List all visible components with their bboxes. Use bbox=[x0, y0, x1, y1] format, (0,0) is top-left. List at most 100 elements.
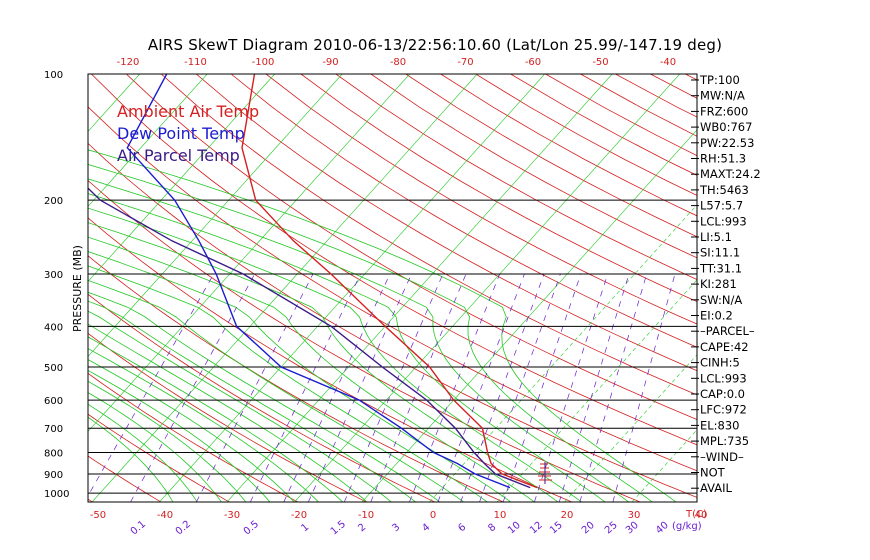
mixing-ratio-line bbox=[612, 273, 676, 502]
top-temp-tick: -40 bbox=[660, 57, 676, 68]
mixing-ratio-line bbox=[502, 273, 582, 502]
mixing-ratio-line bbox=[88, 273, 215, 497]
pressure-tick-label: 200 bbox=[44, 196, 63, 207]
mixing-ratio-tick: 30 bbox=[624, 520, 641, 537]
isotherm-line bbox=[88, 74, 343, 357]
dry-adiabat-line bbox=[510, 74, 697, 176]
isotherm-line bbox=[88, 74, 275, 282]
index-value: NOT bbox=[700, 466, 726, 480]
dry-adiabat-line bbox=[790, 74, 870, 504]
moist-adiabat-line bbox=[88, 149, 677, 502]
mixing-ratio-tick: 0.1 bbox=[129, 519, 148, 538]
mixing-ratio-line bbox=[479, 273, 561, 502]
mixing-ratio-tick: 1 bbox=[299, 522, 311, 535]
mixing-ratio-tick: 0.2 bbox=[174, 519, 193, 538]
index-value: WB0:767 bbox=[700, 120, 752, 134]
dry-adiabat-line bbox=[370, 74, 697, 259]
bottom-temp-tick: 10 bbox=[494, 510, 507, 521]
dry-adiabat-line bbox=[825, 74, 870, 504]
isotherm-line bbox=[88, 74, 208, 207]
dew-point-line bbox=[126, 74, 511, 489]
index-value: –WIND– bbox=[700, 450, 744, 464]
isotherm-line bbox=[429, 204, 697, 502]
mixing-ratio-line bbox=[343, 273, 444, 502]
legend-entry: Ambient Air Temp bbox=[117, 102, 259, 121]
mixing-ratio-tick: 40 bbox=[654, 520, 671, 537]
index-value: CAPE:42 bbox=[700, 340, 749, 354]
isotherm-line bbox=[496, 279, 697, 502]
pressure-tick-label: 900 bbox=[44, 470, 63, 481]
dry-adiabat-line bbox=[0, 74, 27, 504]
pressure-tick-label: 1000 bbox=[44, 489, 69, 500]
mixing-ratio-tick: 10 bbox=[506, 520, 523, 537]
top-temp-tick: -50 bbox=[592, 57, 608, 68]
isotherm-line bbox=[361, 129, 697, 502]
bottom-temp-tick: -20 bbox=[291, 510, 307, 521]
top-temp-tick: -110 bbox=[184, 57, 207, 68]
mixing-ratio-line bbox=[558, 273, 630, 502]
x-axis-unit-label: T(C) bbox=[685, 509, 707, 520]
top-temp-tick: -60 bbox=[525, 57, 541, 68]
index-value: EL:830 bbox=[700, 418, 740, 432]
index-value: AVAIL bbox=[700, 481, 733, 495]
top-temp-tick: -90 bbox=[322, 57, 338, 68]
index-value: CAP:0.0 bbox=[700, 387, 745, 401]
bottom-temp-tick: 30 bbox=[628, 510, 641, 521]
bottom-temp-tick: 0 bbox=[430, 510, 436, 521]
dry-adiabat-line bbox=[860, 74, 870, 504]
index-value: CINH:5 bbox=[700, 356, 740, 370]
index-value: LCL:993 bbox=[700, 371, 747, 385]
isotherm-line bbox=[294, 74, 680, 502]
index-value: KI:281 bbox=[700, 277, 737, 291]
index-value: MPL:735 bbox=[700, 434, 749, 448]
mixing-ratio-tick: 2 bbox=[356, 522, 368, 535]
mixing-ratio-tick: 6 bbox=[456, 522, 468, 535]
bottom-temp-tick: 40 bbox=[695, 510, 708, 521]
top-temp-tick: -70 bbox=[457, 57, 473, 68]
dry-adiabat-line bbox=[265, 74, 697, 325]
isotherm-line bbox=[159, 74, 545, 502]
bottom-temp-tick: -10 bbox=[358, 510, 374, 521]
mixing-ratio-line bbox=[370, 273, 467, 502]
index-value: PW:22.53 bbox=[700, 136, 754, 150]
mixing-ratio-tick: 4 bbox=[420, 522, 432, 535]
index-value: LFC:972 bbox=[700, 403, 747, 417]
pressure-tick-label: 100 bbox=[44, 70, 63, 81]
mixing-ratio-tick: 1.5 bbox=[329, 519, 348, 538]
mixing-ratio-line bbox=[409, 273, 501, 502]
plot-frame bbox=[87, 73, 698, 503]
isotherm-line bbox=[0, 74, 5, 502]
dry-adiabat-line bbox=[195, 74, 697, 372]
bottom-temp-tick: -40 bbox=[157, 510, 173, 521]
y-axis-label: PRESSURE (MB) bbox=[71, 245, 84, 332]
mixing-ratio-line bbox=[579, 273, 648, 502]
mixing-ratio-line bbox=[460, 273, 545, 502]
dry-adiabat-line bbox=[335, 74, 697, 280]
dry-adiabat-line bbox=[755, 74, 870, 504]
mixing-ratio-unit: (g/kg) bbox=[672, 521, 702, 532]
moist-adiabat-line bbox=[88, 193, 606, 502]
index-value: SW:N/A bbox=[700, 293, 742, 307]
dry-adiabat-line bbox=[126, 74, 697, 420]
dry-adiabat-line bbox=[300, 74, 697, 303]
dry-adiabat-line bbox=[405, 74, 697, 238]
index-value: FRZ:600 bbox=[700, 104, 748, 118]
dry-adiabat-line bbox=[475, 74, 697, 196]
mixing-ratio-tick: 20 bbox=[580, 520, 597, 537]
mixing-ratio-line bbox=[283, 273, 391, 502]
index-value: TT:31.1 bbox=[699, 261, 742, 275]
index-value: LCL:993 bbox=[700, 214, 747, 228]
dry-adiabat-line bbox=[88, 217, 573, 502]
bottom-temp-tick: -30 bbox=[224, 510, 240, 521]
mixing-ratio-line bbox=[437, 273, 525, 502]
pressure-tick-label: 400 bbox=[44, 322, 63, 333]
index-value: LI:5.1 bbox=[700, 230, 732, 244]
mixing-ratio-tick: 8 bbox=[486, 522, 498, 535]
index-value: L57:5.7 bbox=[700, 199, 743, 213]
top-temp-tick: -100 bbox=[252, 57, 275, 68]
pressure-tick-label: 700 bbox=[44, 424, 63, 435]
isotherm-line bbox=[91, 74, 478, 502]
dry-adiabat-line bbox=[91, 74, 697, 446]
legend-entry: Air Parcel Temp bbox=[117, 146, 240, 165]
